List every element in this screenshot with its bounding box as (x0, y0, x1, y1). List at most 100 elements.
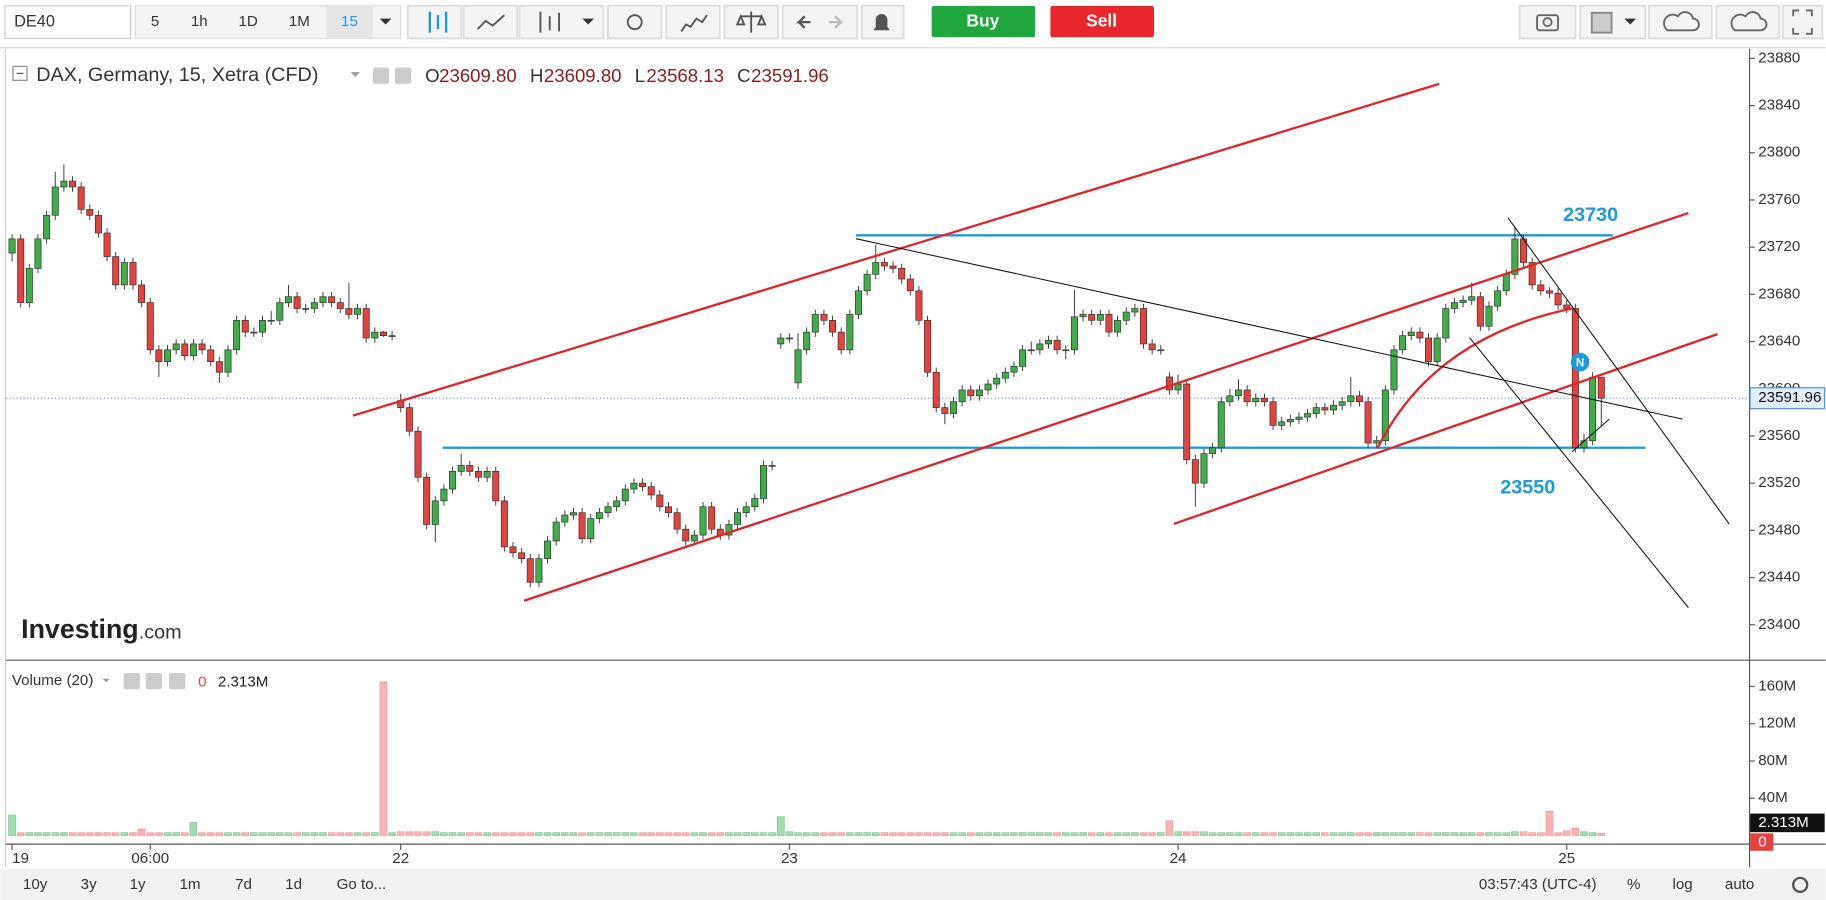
volume-bar (1286, 832, 1295, 836)
dropdown-arrow[interactable] (379, 18, 392, 25)
log-toggle[interactable]: log (1673, 876, 1693, 893)
y-tick-label: 23520 (1758, 474, 1800, 491)
candle-body (708, 506, 716, 530)
candle-body (1442, 308, 1450, 339)
interval[interactable]: 5 (151, 13, 159, 30)
volume-bar (1303, 832, 1312, 836)
candle-body (932, 371, 940, 408)
toolbar-right-icons (1518, 4, 1824, 40)
volume-bar (647, 832, 655, 836)
legend-icons (372, 67, 412, 84)
candle-body (1355, 395, 1363, 403)
x-tick-label: 23 (781, 850, 798, 867)
candle-body (1563, 304, 1571, 309)
volume-bar (1355, 832, 1364, 836)
volume-bar (1537, 832, 1545, 836)
last-volume-tag (1750, 813, 1825, 833)
candle-body (777, 337, 785, 345)
volume-bar (846, 832, 854, 836)
candle-body (1157, 349, 1165, 352)
candle-body (1191, 459, 1199, 484)
title-dropdown[interactable] (350, 72, 360, 77)
candle-body (1286, 419, 1294, 423)
candle-body (405, 407, 413, 432)
volume-bar (958, 832, 966, 836)
range-button[interactable]: 3y (81, 876, 97, 893)
candle-body (569, 512, 577, 516)
volume-bar (51, 832, 60, 836)
volume-dropdown[interactable] (102, 678, 110, 683)
candle-body (734, 512, 742, 525)
interval[interactable]: 15 (341, 13, 358, 30)
sell-button[interactable] (1050, 5, 1155, 38)
volume-bar (206, 832, 215, 836)
candle-body (958, 389, 966, 403)
range-button[interactable]: 1y (130, 876, 146, 893)
settings-icon[interactable] (1792, 876, 1809, 894)
candle-body (371, 331, 379, 339)
interval[interactable]: 1M (289, 13, 310, 30)
volume-bar (327, 832, 336, 836)
volume-bar (371, 832, 379, 836)
candle-body (284, 296, 292, 303)
candle-body (1537, 284, 1545, 292)
range-button[interactable]: 1m (179, 876, 200, 893)
candle-body (975, 389, 983, 397)
range-button[interactable]: 1d (285, 876, 302, 893)
candle-body (1304, 413, 1312, 418)
volume-bar (1571, 827, 1580, 836)
y-tick-label: 23680 (1758, 285, 1800, 302)
volume-bar (716, 832, 725, 836)
goto-button[interactable]: Go to... (337, 876, 387, 893)
volume-bar (1226, 832, 1234, 836)
auto-toggle[interactable]: auto (1725, 876, 1754, 893)
candle-body (1019, 349, 1027, 367)
candle-body (51, 186, 59, 216)
volume-bar (241, 832, 250, 836)
volume-bar (509, 832, 517, 836)
candle-body (112, 256, 120, 286)
candle-body (682, 528, 690, 542)
volume-bar (1390, 832, 1398, 836)
volume-bar (1182, 831, 1191, 836)
volume-value: 2.313M (218, 673, 268, 690)
volume-bar (1295, 832, 1303, 836)
volume-bar (1476, 832, 1485, 836)
range-button[interactable]: 10y (23, 876, 48, 893)
candle-body (233, 319, 241, 351)
y-tick-label: 23480 (1758, 521, 1800, 538)
volume-bar (1381, 832, 1390, 836)
trend-line (352, 82, 1440, 417)
candle-body (639, 482, 647, 488)
candle-body (379, 331, 387, 337)
candle-body (1105, 314, 1113, 333)
buy-button[interactable] (931, 5, 1036, 38)
candle-body (1260, 397, 1268, 403)
candle-body (1140, 308, 1148, 345)
volume-bar (1511, 831, 1519, 836)
candle-body (466, 465, 474, 472)
symbol-box[interactable] (4, 5, 132, 40)
candle-body (993, 377, 1001, 385)
range-button[interactable]: 7d (235, 876, 252, 893)
volume-bar (871, 832, 880, 836)
volume-bar (949, 832, 958, 836)
candle-body (483, 471, 491, 478)
candle-body (34, 238, 42, 269)
candle-body (345, 308, 353, 315)
candle-body (492, 471, 500, 502)
percent-toggle[interactable]: % (1627, 876, 1640, 893)
volume-bar (889, 832, 897, 836)
candle-body (1312, 407, 1320, 414)
interval[interactable]: 1h (191, 13, 208, 30)
candle-body (561, 514, 569, 523)
interval[interactable]: 1D (239, 13, 258, 30)
candle-body (699, 506, 707, 536)
candle-body (8, 238, 16, 254)
news-marker[interactable] (1570, 352, 1590, 372)
volume-bar (673, 832, 681, 836)
candle-body (889, 265, 897, 269)
volume-bar (1485, 832, 1493, 836)
candle-body (794, 349, 802, 384)
